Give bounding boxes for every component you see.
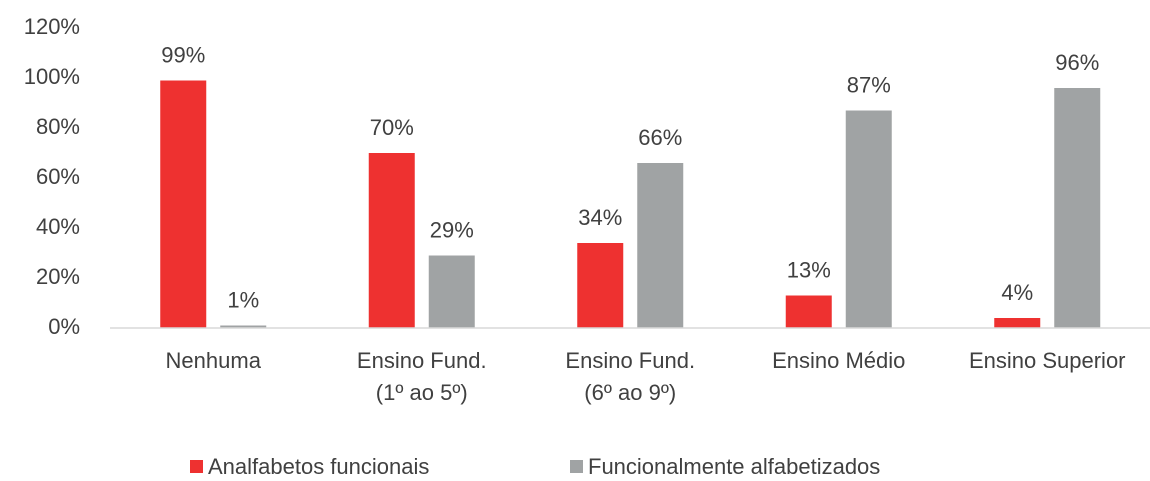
- data-label: 96%: [1055, 50, 1099, 75]
- legend-swatch: [190, 460, 203, 473]
- y-tick-label: 0%: [48, 314, 80, 339]
- y-tick-label: 100%: [24, 64, 80, 89]
- data-label: 70%: [370, 115, 414, 140]
- data-label: 13%: [787, 257, 831, 282]
- bar: [160, 80, 207, 328]
- x-tick-label: Ensino Superior: [969, 348, 1126, 373]
- y-tick-label: 60%: [36, 164, 80, 189]
- data-label: 87%: [847, 72, 891, 97]
- y-tick-label: 120%: [24, 14, 80, 39]
- bar: [368, 153, 415, 328]
- legend-swatch: [570, 460, 583, 473]
- y-tick-label: 20%: [36, 264, 80, 289]
- bar: [577, 243, 624, 328]
- data-label: 29%: [430, 217, 474, 242]
- data-label: 34%: [578, 205, 622, 230]
- y-tick-label: 80%: [36, 114, 80, 139]
- data-label: 66%: [638, 125, 682, 150]
- x-tick-label: Ensino Fund.: [357, 348, 487, 373]
- x-tick-label: (1º ao 5º): [376, 380, 468, 405]
- bar: [994, 318, 1041, 328]
- data-label: 99%: [161, 42, 205, 67]
- x-tick-label: Ensino Fund.: [565, 348, 695, 373]
- x-tick-label: Ensino Médio: [772, 348, 905, 373]
- bar: [1054, 88, 1101, 328]
- bar: [785, 295, 832, 328]
- x-tick-label: Nenhuma: [166, 348, 262, 373]
- legend-label: Funcionalmente alfabetizados: [588, 454, 880, 479]
- y-tick-label: 40%: [36, 214, 80, 239]
- bar: [428, 255, 475, 328]
- bar: [845, 110, 892, 328]
- data-label: 4%: [1001, 280, 1033, 305]
- bar: [637, 163, 684, 328]
- legend-label: Analfabetos funcionais: [208, 454, 429, 479]
- data-label: 1%: [227, 287, 259, 312]
- x-tick-label: (6º ao 9º): [584, 380, 676, 405]
- bar: [220, 325, 267, 328]
